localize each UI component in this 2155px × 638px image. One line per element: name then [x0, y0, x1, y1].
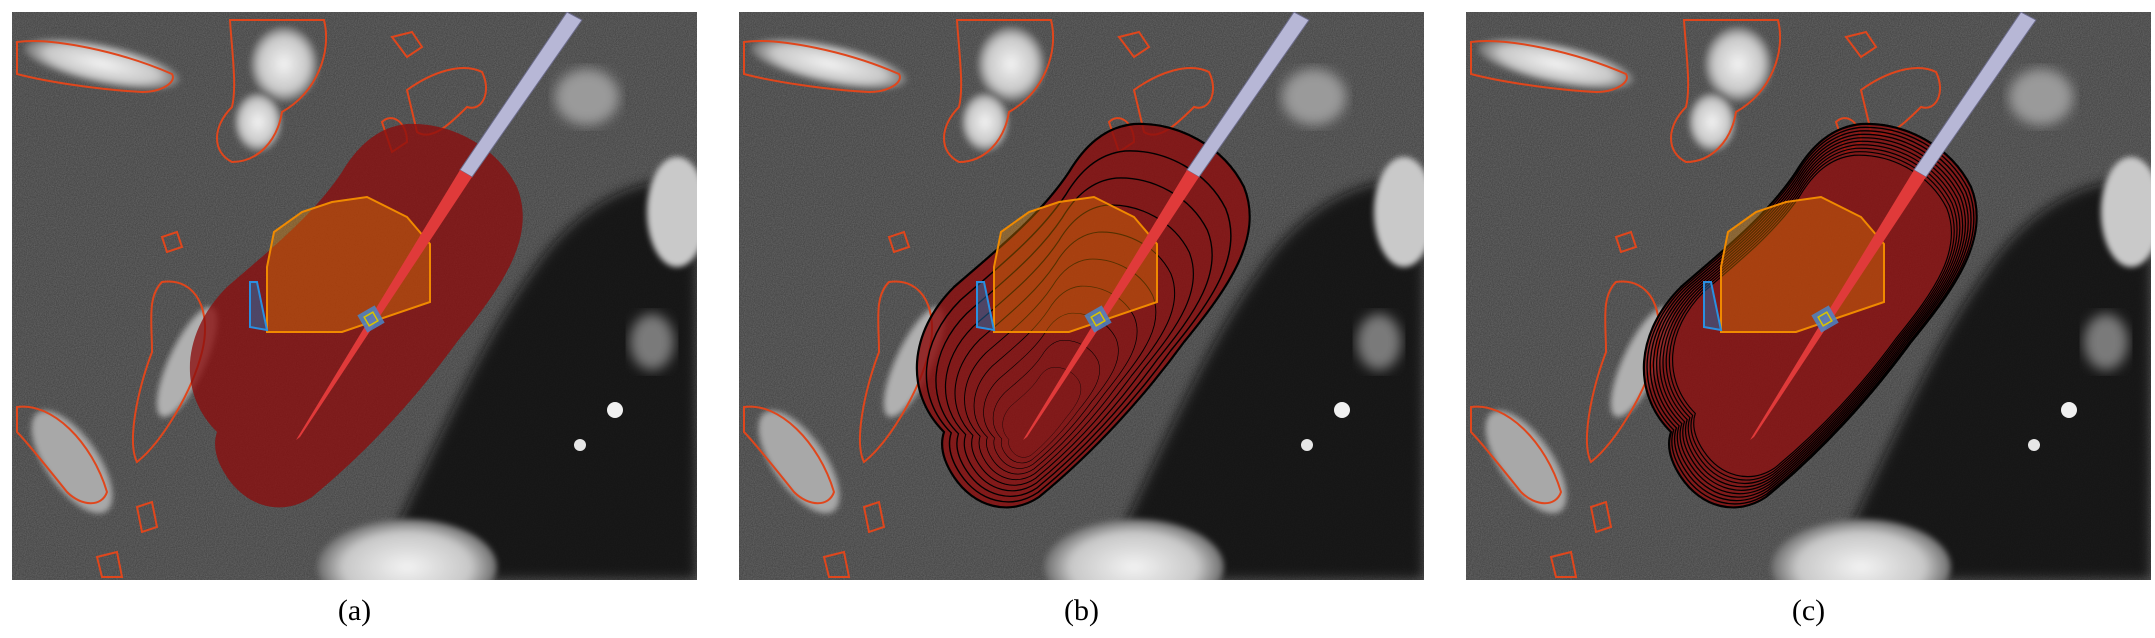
ablation-needle-icon — [296, 12, 583, 440]
panel-b — [739, 12, 1424, 580]
panel-a — [12, 12, 697, 580]
ablation-needle-icon — [1023, 12, 1310, 440]
target-marker-icon — [1084, 305, 1112, 333]
caption-b: (b) — [1064, 594, 1099, 627]
panel-c — [1466, 12, 2151, 580]
target-marker-icon — [1811, 305, 1839, 333]
caption-a: (a) — [337, 594, 372, 627]
target-marker-icon — [357, 305, 385, 333]
ablation-needle-icon — [1750, 12, 2037, 440]
caption-c: (c) — [1791, 594, 1826, 627]
